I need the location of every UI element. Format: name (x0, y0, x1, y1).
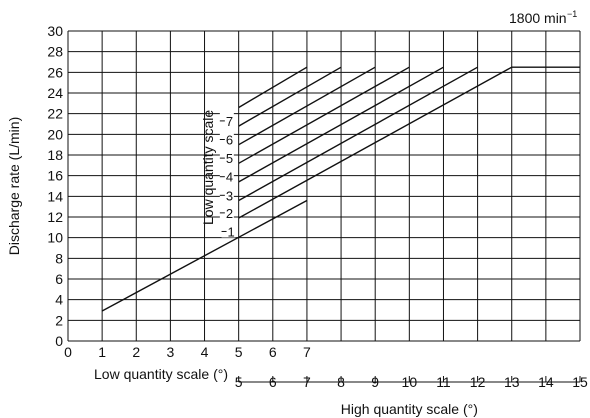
series-label-bg (221, 223, 236, 238)
y-tick-label: 24 (47, 85, 63, 101)
high-x-tick-label: 14 (538, 374, 554, 390)
y-tick-label: 4 (55, 292, 63, 308)
high-x-tick-label: 15 (572, 374, 588, 390)
series-label: 7 (226, 114, 233, 129)
inner-axis-title: Low quantity scale (200, 110, 216, 225)
y-tick-label: 2 (55, 312, 63, 328)
y-tick-label: 6 (55, 271, 63, 287)
series-line-2 (238, 66, 580, 219)
high-x-tick-label: 7 (303, 374, 311, 390)
series-line-4 (238, 66, 444, 183)
series-label-bg (219, 112, 234, 127)
high-x-tick-label: 5 (235, 374, 243, 390)
low-x-tick-label: 6 (269, 344, 277, 360)
low-x-tick-label: 3 (167, 344, 175, 360)
series-line-1 (101, 199, 308, 312)
series-label: 2 (226, 206, 233, 221)
y-tick-label: 16 (47, 168, 63, 184)
series-label: 4 (226, 170, 233, 185)
y-tick-label: 28 (47, 44, 63, 60)
y-tick-label: 0 (55, 333, 63, 349)
y-tick-label: 18 (47, 147, 63, 163)
low-x-tick-label: 4 (201, 344, 209, 360)
series-line-7 (238, 66, 342, 127)
series-label-bg (219, 187, 234, 202)
series-label: 1 (228, 224, 235, 239)
y-tick-label: 30 (47, 23, 63, 39)
high-x-tick-label: 11 (436, 374, 451, 390)
series-line-6 (238, 66, 376, 146)
low-x-tick-label: 7 (303, 344, 311, 360)
series-label-bg (219, 168, 234, 183)
series-label: 6 (226, 133, 233, 148)
y-tick-label: 8 (55, 250, 63, 266)
high-x-tick-label: 13 (504, 374, 520, 390)
low-x-tick-label: 5 (235, 344, 243, 360)
low-x-tick-label: 1 (98, 344, 106, 360)
series-label: 3 (226, 188, 233, 203)
low-x-tick-label: 0 (64, 344, 72, 360)
low-x-tick-label: 2 (132, 344, 140, 360)
series-label-bg (219, 131, 234, 146)
series-line-top (238, 66, 308, 109)
high-x-tick-label: 12 (470, 374, 486, 390)
series-label-bg (219, 204, 234, 219)
high-x-axis-title: High quantity scale (°) (341, 401, 478, 417)
series-line-5 (238, 66, 410, 164)
series-lines (101, 66, 580, 312)
high-x-tick-label: 8 (337, 374, 345, 390)
series-line-3 (238, 66, 478, 202)
y-tick-label: 20 (47, 126, 63, 142)
low-x-axis-title: Low quantity scale (°) (94, 366, 228, 382)
high-x-tick-label: 9 (371, 374, 379, 390)
y-tick-label: 12 (47, 209, 63, 225)
series-label-bg (219, 150, 234, 165)
grid (67, 30, 581, 383)
y-tick-label: 14 (47, 188, 63, 204)
speed-exponent: −1 (567, 9, 577, 19)
y-tick-label: 10 (47, 230, 63, 246)
high-x-tick-label: 10 (402, 374, 418, 390)
speed-label: 1800 min (509, 10, 567, 26)
y-tick-label: 26 (47, 64, 63, 80)
high-x-tick-label: 6 (269, 374, 277, 390)
series-label: 5 (226, 151, 233, 166)
y-axis-title: Discharge rate (L/min) (6, 117, 22, 256)
y-tick-label: 22 (47, 106, 63, 122)
